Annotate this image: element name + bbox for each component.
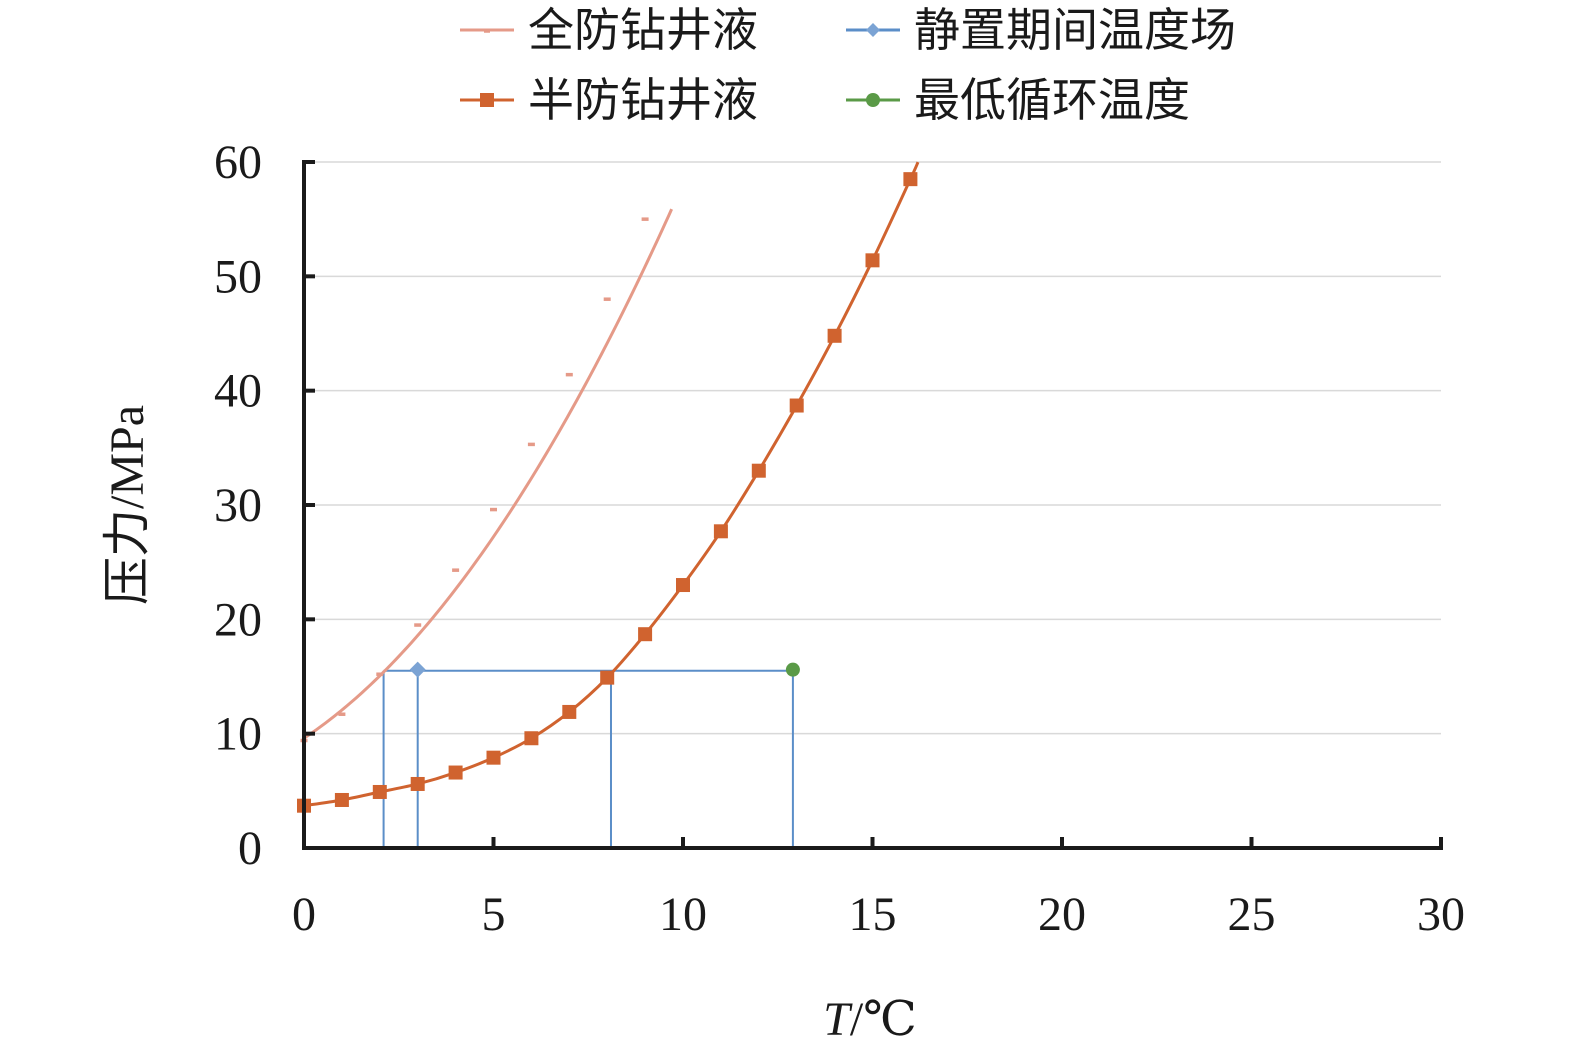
x-tick-label-0: 0 xyxy=(292,888,316,941)
y-tick-label-50: 50 xyxy=(214,250,262,303)
point-static-temperature-0 xyxy=(409,661,426,678)
legend-label-half-inhibition: 半防钻井液 xyxy=(528,73,758,127)
point-half-inhibition-16 xyxy=(903,172,918,187)
point-half-inhibition-11 xyxy=(713,524,728,539)
y-tick-label-40: 40 xyxy=(214,365,262,418)
legend-label-static-temperature: 静置期间温度场 xyxy=(914,3,1236,57)
legend-marker-static-temperature xyxy=(866,23,880,37)
point-half-inhibition-10 xyxy=(676,578,690,593)
tick-labels: 0 10 20 30 40 50 60 0 5 10 15 20 25 30 xyxy=(214,136,1465,941)
point-half-inhibition-1 xyxy=(334,792,349,807)
point-half-inhibition-7 xyxy=(562,704,577,719)
point-half-inhibition-9 xyxy=(638,627,653,642)
point-half-inhibition-2 xyxy=(372,784,387,799)
series-layer xyxy=(297,161,920,813)
x-axis-title: T/℃ xyxy=(823,993,917,1046)
legend-item-full-inhibition: 全防钻井液 xyxy=(460,3,758,57)
legend-label-min-circulation-temperature: 最低循环温度 xyxy=(914,73,1190,127)
series-line-full-inhibition xyxy=(303,208,673,740)
guide-lines xyxy=(382,669,794,848)
point-half-inhibition-13 xyxy=(789,398,804,413)
point-half-inhibition-8 xyxy=(600,670,615,685)
point-half-inhibition-5 xyxy=(486,750,501,765)
point-half-inhibition-6 xyxy=(524,731,539,746)
legend-marker-min-circulation-temperature xyxy=(866,93,880,107)
legend-marker-half-inhibition xyxy=(480,93,494,107)
legend-item-min-circulation-temperature: 最低循环温度 xyxy=(846,73,1190,127)
y-tick-label-10: 10 xyxy=(214,708,262,761)
axes xyxy=(302,160,1443,850)
point-half-inhibition-12 xyxy=(751,463,766,478)
legend-item-half-inhibition: 半防钻井液 xyxy=(460,73,758,127)
legend-item-static-temperature: 静置期间温度场 xyxy=(846,3,1236,57)
x-tick-label-25: 25 xyxy=(1228,888,1276,941)
point-half-inhibition-15 xyxy=(865,253,880,268)
legend-label-full-inhibition: 全防钻井液 xyxy=(528,3,758,57)
x-axis-title-symbol: T xyxy=(823,993,853,1046)
gridlines xyxy=(304,161,1441,735)
point-min-circulation-temperature-0 xyxy=(785,662,800,677)
y-tick-label-30: 30 xyxy=(214,479,262,532)
x-axis-title-unit: /℃ xyxy=(850,993,917,1046)
point-half-inhibition-14 xyxy=(827,328,842,343)
x-tick-label-10: 10 xyxy=(659,888,707,941)
x-tick-label-30: 30 xyxy=(1417,888,1465,941)
x-tick-label-15: 15 xyxy=(849,888,897,941)
y-tick-label-60: 60 xyxy=(214,136,262,189)
x-tick-label-5: 5 xyxy=(482,888,506,941)
point-half-inhibition-3 xyxy=(410,776,425,791)
y-tick-label-20: 20 xyxy=(214,593,262,646)
y-tick-label-0: 0 xyxy=(238,822,262,875)
point-half-inhibition-4 xyxy=(448,765,463,780)
x-tick-label-20: 20 xyxy=(1038,888,1086,941)
y-axis-title: 压力/MPa xyxy=(101,405,154,605)
